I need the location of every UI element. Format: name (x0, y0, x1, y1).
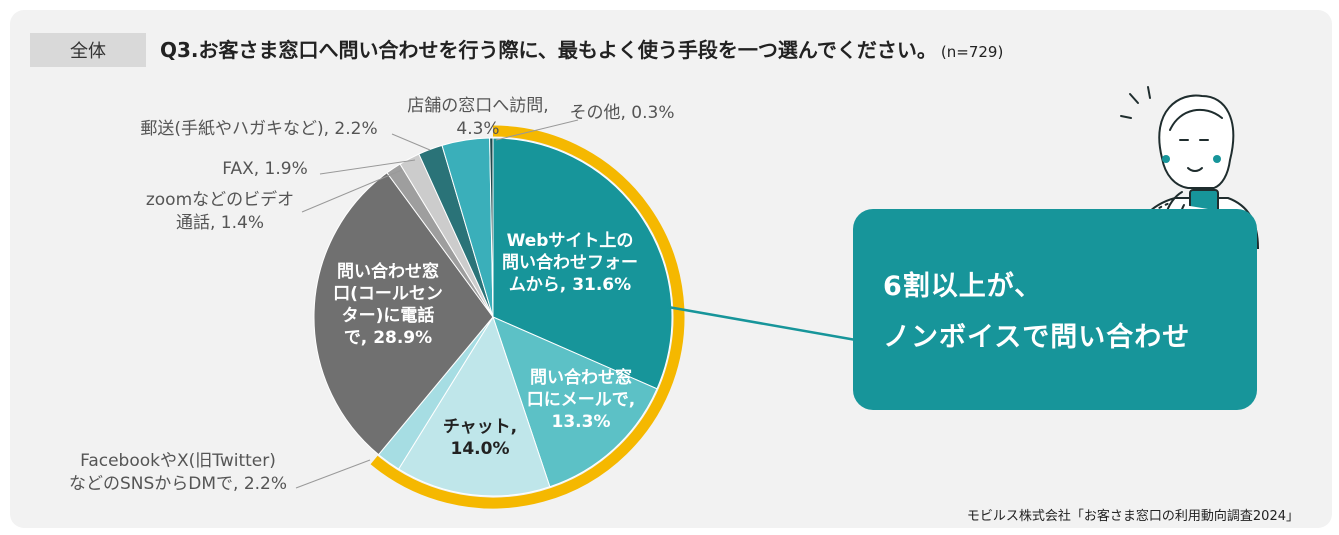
slice-label-2: チャット, 14.0% (443, 417, 517, 459)
pie-slice-0 (492, 137, 673, 390)
leader-line-6 (319, 159, 416, 175)
leader-line-3 (295, 459, 371, 489)
slice-label-8: 店舗の窓口へ訪問, 4.3% (407, 96, 548, 139)
leader-line-5 (301, 169, 403, 213)
slice-label-7: 郵送(手紙やハガキなど), 2.2% (140, 119, 377, 139)
alert-marks-icon (1120, 86, 1151, 119)
leader-line-layer (295, 119, 579, 489)
slice-layer (313, 137, 673, 497)
pie-slice-9 (489, 137, 494, 318)
pie-slice-4 (313, 172, 494, 456)
slice-label-1: 問い合わせ窓口にメールで, 13.3% (527, 367, 635, 432)
slice-label-0: Webサイト上の問い合わせフォームから, 31.6% (502, 231, 638, 295)
callout-connector (667, 305, 857, 342)
slice-label-4: 問い合わせ窓口(コールセンター)に電話で, 28.9% (333, 261, 443, 348)
leader-line-7 (391, 133, 431, 151)
question-title: Q3.お客さま窓口へ問い合わせを行う際に、最もよく使う手段を一つ選んでください。… (160, 34, 1003, 63)
pie-slice-1 (492, 316, 658, 488)
slice-label-5: zoomなどのビデオ通話, 1.4% (146, 189, 294, 233)
callout-line-1: 6割以上が、 (883, 271, 1043, 302)
callout-line-2: ノンボイスで問い合わせ (883, 322, 1191, 353)
highlight-ring-layer (370, 125, 685, 509)
slice-label-3: FacebookやX(旧Twitter)などのSNSからDMで, 2.2% (69, 451, 287, 494)
nonvoice-highlight-ring (370, 125, 685, 509)
question-text: Q3.お客さま窓口へ問い合わせを行う際に、最もよく使う手段を一つ選んでください。 (160, 38, 937, 62)
sample-size: (n=729) (940, 43, 1004, 61)
segment-badge: 全体 (30, 33, 146, 67)
slice-label-9: その他, 0.3% (570, 103, 675, 123)
callout-box: 6割以上が、 ノンボイスで問い合わせ (853, 209, 1257, 410)
source-note: モビルス株式会社「お客さま窓口の利用動向調査2024」 (966, 509, 1299, 524)
slice-label-6: FAX, 1.9% (222, 159, 308, 179)
pie-slice-2 (397, 315, 551, 497)
leader-line-9 (495, 119, 579, 141)
slice-label-layer: Webサイト上の問い合わせフォームから, 31.6% 問い合わせ窓口にメールで, 1… (69, 96, 675, 494)
